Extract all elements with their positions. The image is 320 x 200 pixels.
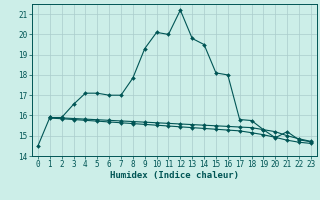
X-axis label: Humidex (Indice chaleur): Humidex (Indice chaleur) — [110, 171, 239, 180]
